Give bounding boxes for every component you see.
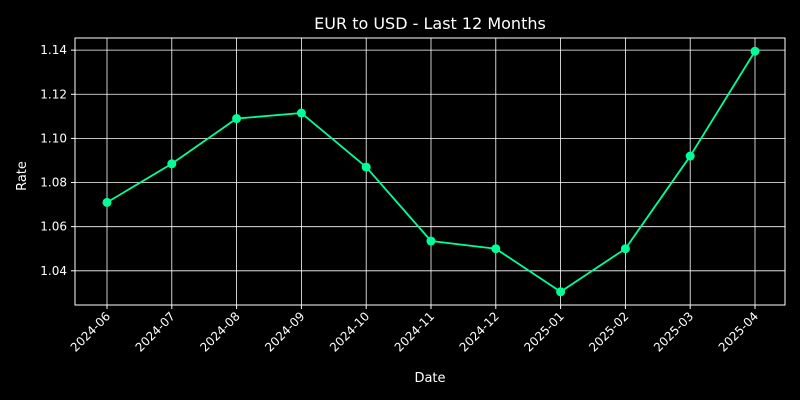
- data-point: [556, 287, 566, 297]
- data-point: [102, 197, 112, 207]
- grid: [75, 38, 785, 305]
- data-point: [620, 244, 630, 254]
- y-axis-label: Rate: [15, 161, 30, 191]
- data-point: [361, 162, 371, 172]
- data-point: [296, 108, 306, 118]
- y-tick-label: 1.06: [40, 220, 67, 234]
- series: [102, 46, 760, 297]
- data-point: [426, 236, 436, 246]
- data-point: [750, 46, 760, 56]
- y-axis-ticks: 1.04 1.06 1.08 1.10 1.12 1.14: [40, 43, 75, 278]
- plot-border: [74, 37, 786, 306]
- y-tick-label: 1.12: [40, 87, 67, 101]
- data-point: [685, 151, 695, 161]
- data-point: [491, 244, 501, 254]
- y-tick-label: 1.14: [40, 43, 67, 57]
- chart-title: EUR to USD - Last 12 Months: [314, 14, 546, 33]
- data-point: [232, 114, 242, 124]
- y-tick-label: 1.04: [40, 264, 67, 278]
- x-axis-label: Date: [414, 371, 445, 386]
- data-point: [167, 159, 177, 169]
- plot-frame: [74, 37, 786, 306]
- y-tick-label: 1.08: [40, 176, 67, 190]
- y-tick-label: 1.10: [40, 131, 67, 145]
